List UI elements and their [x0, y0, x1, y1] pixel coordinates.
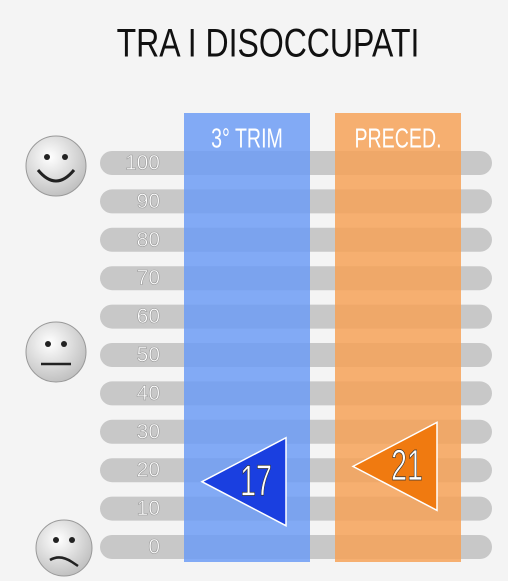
tick-labels: 0 10 20 30 40 50 60 70 80 90 100	[125, 151, 161, 559]
column-header: PRECED.	[354, 123, 441, 154]
y-tick-label: 40	[137, 382, 160, 405]
y-tick-label: 20	[137, 459, 160, 482]
column-header: 3° TRIM	[211, 123, 283, 154]
value-marker	[200, 436, 287, 527]
markers: 17 21	[200, 421, 438, 527]
y-tick-label: 60	[137, 305, 160, 328]
smiley-happy	[25, 135, 87, 197]
smiley-sad	[35, 519, 93, 577]
y-tick-label: 10	[137, 497, 160, 520]
column	[335, 113, 461, 562]
y-tick-label: 30	[137, 420, 160, 443]
y-tick-label: 100	[125, 152, 160, 175]
chart-title: TRA I DISOCCUPATI	[117, 20, 420, 65]
y-tick-label: 0	[148, 536, 160, 559]
y-tick-label: 70	[137, 267, 160, 290]
y-tick-label: 50	[137, 344, 160, 367]
value-label: 17	[240, 455, 272, 505]
value-marker	[351, 421, 438, 512]
smiley-neutral	[25, 321, 87, 383]
value-label: 21	[391, 440, 423, 490]
y-tick-label: 80	[137, 228, 160, 251]
y-tick-label: 90	[137, 190, 160, 213]
